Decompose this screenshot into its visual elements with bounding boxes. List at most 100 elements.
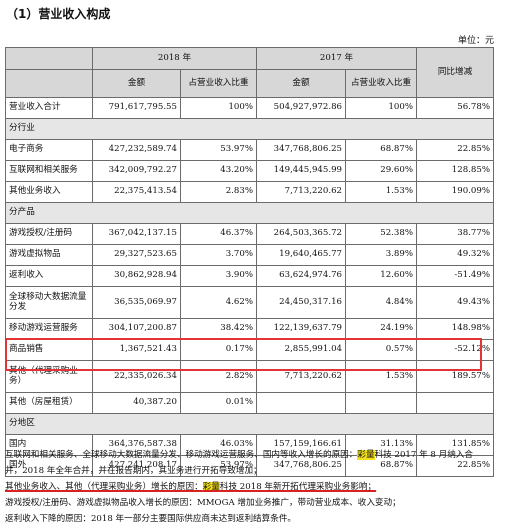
- amount-2017: 504,927,972.86: [256, 97, 347, 119]
- note-line-3: 其他业务收入、其他（代理采购业务）增长的原因：彩量科技 2018 年新开拓代理采…: [5, 479, 501, 495]
- table-row: 游戏授权/注册码 367,042,137.15 46.37% 264,503,3…: [5, 223, 495, 245]
- yoy-header: 同比增减: [416, 47, 495, 98]
- ratio-2017: 1.53%: [345, 181, 418, 203]
- ratio-2018-header: 占营业收入比重: [179, 69, 258, 98]
- ratio-2018: 0.01%: [179, 392, 258, 414]
- row-label: 其他（代理采购业务）: [5, 360, 93, 393]
- amount-2018: 342,009,792.27: [92, 160, 181, 182]
- ratio-2017: 68.87%: [345, 139, 418, 161]
- ratio-2017: 0.57%: [345, 339, 418, 361]
- amount-2018: 40,387.20: [92, 392, 181, 414]
- amount-2017: 19,640,465.77: [256, 244, 347, 266]
- yoy-change: 22.85%: [416, 139, 495, 161]
- section-label: 分行业: [4, 118, 495, 140]
- amount-2018: 791,617,795.55: [92, 97, 181, 119]
- ratio-2018: 43.20%: [179, 160, 258, 182]
- amount-2017: 122,139,637.79: [256, 318, 347, 340]
- table-row: 商品销售 1,367,521.43 0.17% 2,855,991.04 0.5…: [5, 339, 495, 361]
- yoy-change: 38.77%: [416, 223, 495, 245]
- yoy-change: 148.98%: [416, 318, 495, 340]
- yoy-change: -51.49%: [416, 265, 495, 287]
- ratio-2017: 12.60%: [345, 265, 418, 287]
- table-row-highlighted: 其他（代理采购业务） 22,335,026.34 2.82% 7,713,220…: [5, 360, 495, 393]
- note-line-2: 并，2018 年全年合并，并在报告期内，其业务进行开拓导致增加；: [5, 466, 262, 476]
- table-row: 电子商务 427,232,589.74 53.97% 347,768,806.2…: [5, 139, 495, 161]
- ratio-2017: 100%: [345, 97, 418, 119]
- row-label: 移动游戏运营服务: [5, 318, 93, 340]
- notes-block: 互联网和相关服务、全球移动大数据流量分发、移动游戏运营服务、国内等收入增长的原因…: [5, 447, 501, 527]
- amount-2018: 427,241,208.17: [92, 455, 181, 477]
- row-label: 游戏虚拟物品: [5, 244, 93, 266]
- yoy-change: -52.12%: [416, 339, 495, 361]
- yoy-change: 56.78%: [416, 97, 495, 119]
- section-row-region: 分地区: [4, 413, 495, 435]
- ratio-2018: 2.82%: [179, 360, 258, 393]
- table-row: 游戏虚拟物品 29,327,523.65 3.70% 19,640,465.77…: [5, 244, 495, 266]
- yoy-change: [416, 392, 495, 414]
- amount-2017: 63,624,974.76: [256, 265, 347, 287]
- amount-2017: [256, 392, 347, 414]
- amount-2017: 24,450,317.16: [256, 286, 347, 319]
- year-2017-header: 2017 年: [256, 47, 418, 70]
- highlighted-term: 彩量: [202, 482, 220, 492]
- row-label: 电子商务: [5, 139, 93, 161]
- row-label: 全球移动大数据流量分发: [5, 286, 93, 319]
- ratio-2017: 3.89%: [345, 244, 418, 266]
- ratio-2017: 4.84%: [345, 286, 418, 319]
- ratio-2018: 3.90%: [179, 265, 258, 287]
- yoy-change: 189.57%: [416, 360, 495, 393]
- ratio-2017: 1.53%: [345, 360, 418, 393]
- revenue-table: 2018 年 2017 年 同比增减 金额 占营业收入比重 金额 占营业收入比重…: [4, 47, 495, 477]
- ratio-2018: 53.97%: [179, 455, 258, 477]
- table-row: 移动游戏运营服务 304,107,200.87 38.42% 122,139,6…: [5, 318, 495, 340]
- highlighted-term: 彩量: [357, 450, 375, 460]
- note-text: 科技 2018 年新开拓代理采购业务影响；: [219, 482, 377, 492]
- row-label: 游戏授权/注册码: [5, 223, 93, 245]
- amount-2017: 7,713,220.62: [256, 181, 347, 203]
- amount-2018: 36,535,069.97: [92, 286, 181, 319]
- amount-2018: 29,327,523.65: [92, 244, 181, 266]
- ratio-2017-header: 占营业收入比重: [345, 69, 418, 98]
- ratio-2017: 68.87%: [345, 455, 418, 477]
- amount-2017-header: 金额: [256, 69, 347, 98]
- row-label: 返利收入: [5, 265, 93, 287]
- amount-2017: 347,768,806.25: [256, 139, 347, 161]
- amount-2017: 264,503,365.72: [256, 223, 347, 245]
- amount-2017: 149,445,945.99: [256, 160, 347, 182]
- table-row: 其他业务收入 22,375,413.54 2.83% 7,713,220.62 …: [5, 181, 495, 203]
- table-row: 国外 427,241,208.17 53.97% 347,768,806.25 …: [5, 455, 495, 477]
- table-row-total: 营业收入合计 791,617,795.55 100% 504,927,972.8…: [5, 97, 495, 119]
- yoy-change: 128.85%: [416, 160, 495, 182]
- amount-2017: 2,855,991.04: [256, 339, 347, 361]
- row-label: 其他业务收入: [5, 181, 93, 203]
- amount-2018: 304,107,200.87: [92, 318, 181, 340]
- note-text: 其他业务收入、其他（代理采购业务）增长的原因：: [5, 482, 203, 492]
- ratio-2017: 52.38%: [345, 223, 418, 245]
- yoy-change: 49.32%: [416, 244, 495, 266]
- section-heading: （1）营业收入构成: [6, 7, 111, 21]
- ratio-2018: 3.70%: [179, 244, 258, 266]
- row-label: 营业收入合计: [5, 97, 93, 119]
- amount-2018: 1,367,521.43: [92, 339, 181, 361]
- note-line-1: 互联网和相关服务、全球移动大数据流量分发、移动游戏运营服务、国内等收入增长的原因…: [5, 447, 501, 463]
- ratio-2018: 4.62%: [179, 286, 258, 319]
- ratio-2017: 24.19%: [345, 318, 418, 340]
- table-row: 互联网和相关服务 342,009,792.27 43.20% 149,445,9…: [5, 160, 495, 182]
- ratio-2018: 2.83%: [179, 181, 258, 203]
- amount-2018: 22,375,413.54: [92, 181, 181, 203]
- section-row-product: 分产品: [4, 202, 495, 224]
- amount-2017: 7,713,220.62: [256, 360, 347, 393]
- yoy-change: 49.43%: [416, 286, 495, 319]
- section-label: 分地区: [4, 413, 495, 435]
- ratio-2018: 0.17%: [179, 339, 258, 361]
- note-text: 互联网和相关服务、全球移动大数据流量分发、移动游戏运营服务、国内等收入增长的原因…: [5, 450, 358, 460]
- yoy-change: 190.09%: [416, 181, 495, 203]
- section-label: 分产品: [4, 202, 495, 224]
- amount-2018-header: 金额: [92, 69, 181, 98]
- table-row: 全球移动大数据流量分发 36,535,069.97 4.62% 24,450,3…: [5, 286, 495, 319]
- amount-2018: 427,232,589.74: [92, 139, 181, 161]
- row-label: 国外: [5, 455, 93, 477]
- table-row: 返利收入 30,862,928.94 3.90% 63,624,974.76 1…: [5, 265, 495, 287]
- ratio-2018: 46.37%: [179, 223, 258, 245]
- amount-2018: 22,335,026.34: [92, 360, 181, 393]
